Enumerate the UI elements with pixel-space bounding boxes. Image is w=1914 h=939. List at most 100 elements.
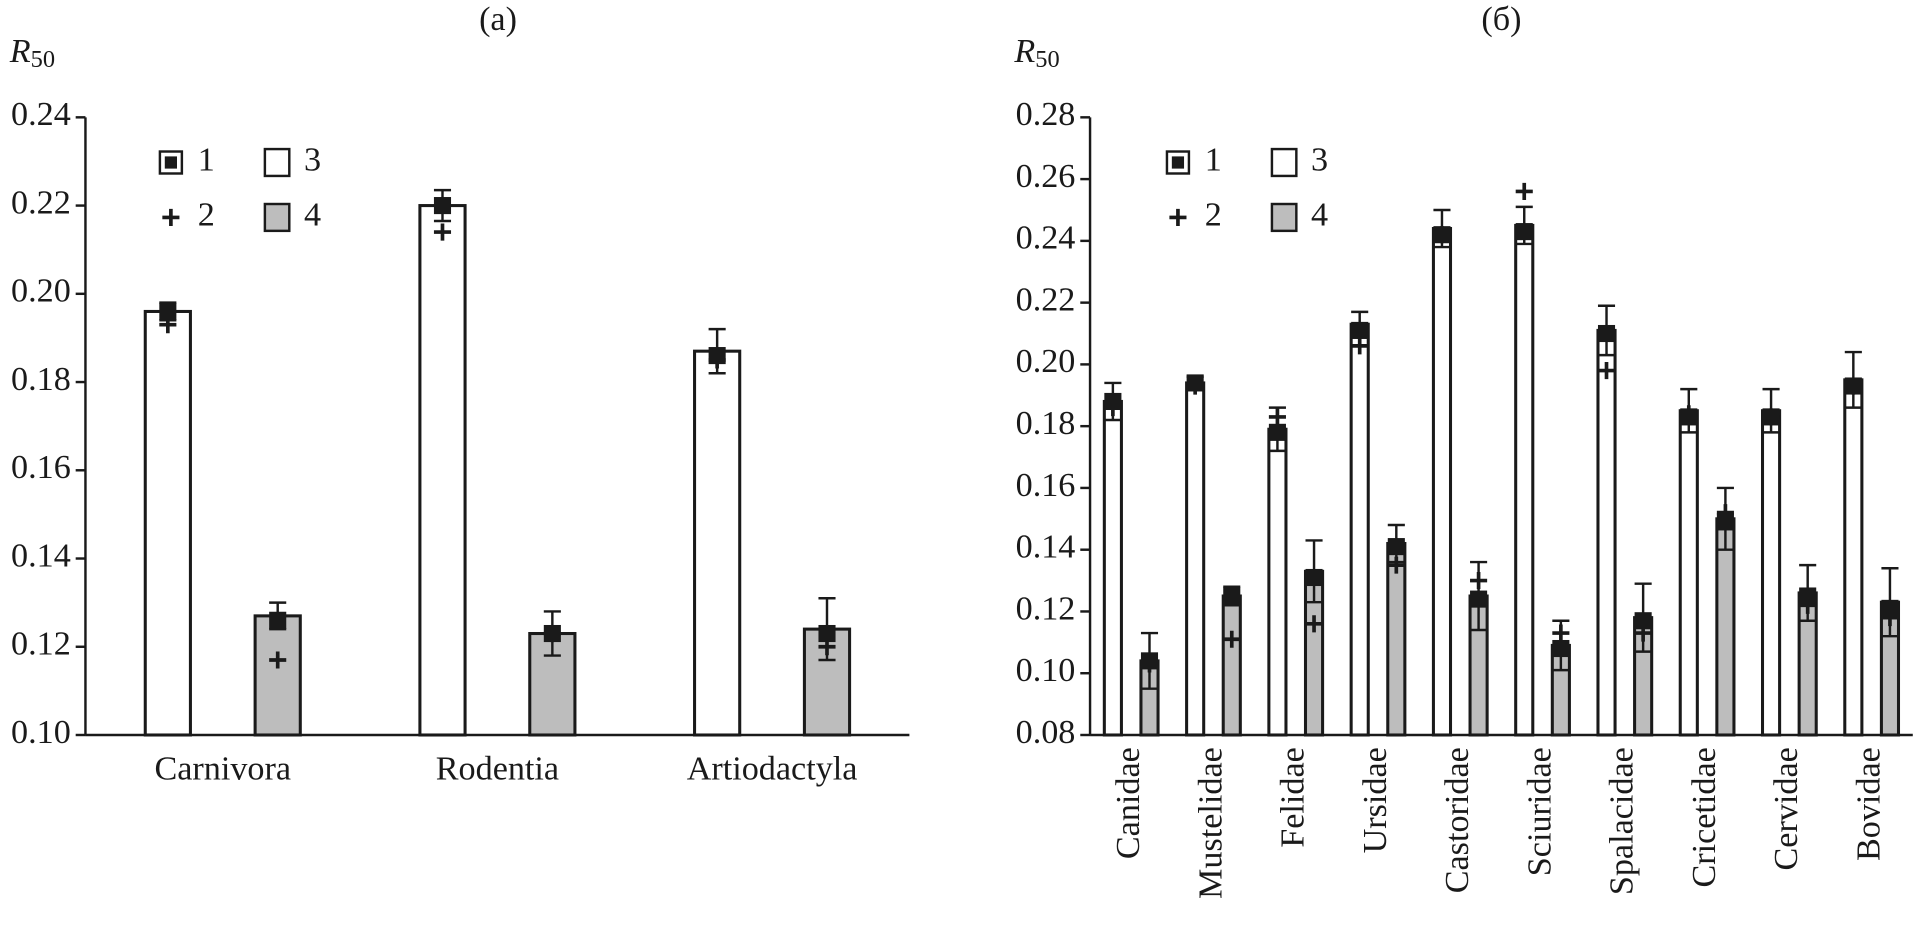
plus-marker — [1552, 624, 1570, 642]
y-tick-label: 0.22 — [1016, 281, 1076, 318]
y-tick-label: 0.26 — [1016, 158, 1076, 195]
legend-swatch — [1169, 208, 1187, 226]
bar — [1760, 409, 1782, 737]
x-tick-label: Castoridae — [1439, 747, 1476, 893]
legend-label: 4 — [304, 196, 321, 233]
x-tick-label: Canidae — [1110, 747, 1147, 859]
plus-marker — [1470, 572, 1488, 590]
square-marker — [1799, 587, 1817, 605]
legend-swatch — [263, 147, 291, 178]
x-tick-label: Sciuridae — [1521, 747, 1558, 876]
bar — [1221, 594, 1242, 737]
legend-swatch — [1270, 147, 1298, 178]
square-marker — [1515, 223, 1533, 241]
square-marker — [1268, 423, 1286, 441]
bar — [1431, 226, 1453, 737]
bar — [143, 309, 192, 737]
plus-marker — [1597, 362, 1616, 380]
y-tick-label: 0.24 — [1016, 220, 1076, 257]
x-tick-label: Spalacidae — [1604, 747, 1641, 895]
x-tick-label: Cervidae — [1768, 747, 1805, 870]
x-tick-label: Mustelidae — [1192, 747, 1229, 899]
x-tick-label: Bovidae — [1850, 747, 1887, 861]
panel-title: (a) — [479, 1, 517, 38]
square-marker — [543, 624, 561, 643]
y-axis-label: R50 — [9, 33, 55, 73]
square-marker — [433, 197, 452, 215]
square-marker — [1844, 377, 1862, 395]
bar — [1596, 328, 1617, 737]
y-label-symbol: R — [1013, 33, 1035, 70]
y-tick-label: 0.20 — [11, 273, 71, 310]
x-tick-label: Carnivora — [154, 750, 291, 787]
y-tick-label: 0.18 — [1016, 405, 1076, 442]
x-tick-label: Ursidae — [1357, 747, 1394, 853]
y-tick-label: 0.10 — [1016, 652, 1076, 689]
bar — [1843, 378, 1864, 737]
legend-label: 3 — [1311, 141, 1328, 178]
x-tick-label: Artiodactyla — [687, 750, 858, 787]
bar — [1678, 409, 1699, 737]
bar — [1514, 223, 1535, 737]
plus-marker — [269, 651, 287, 669]
bar — [1267, 427, 1288, 737]
y-tick-label: 0.16 — [11, 449, 71, 486]
square-marker — [1351, 321, 1369, 339]
square-marker — [708, 347, 726, 365]
bar — [418, 204, 467, 737]
y-axis-label: R50 — [1013, 33, 1059, 73]
bar — [1102, 399, 1123, 737]
plus-marker — [433, 223, 452, 241]
square-marker — [1387, 538, 1405, 556]
legend-swatch — [1270, 202, 1298, 233]
square-marker — [159, 302, 177, 321]
y-tick-label: 0.08 — [1016, 714, 1076, 751]
y-tick-label: 0.24 — [11, 96, 71, 133]
y-tick-label: 0.12 — [1016, 590, 1076, 627]
square-marker — [269, 611, 287, 629]
plus-marker — [1305, 615, 1323, 633]
legend-swatch — [263, 202, 291, 233]
square-marker — [1881, 599, 1899, 617]
plus-marker — [1351, 337, 1369, 355]
legend-label: 3 — [304, 141, 321, 178]
x-tick-label: Rodentia — [436, 750, 559, 787]
plus-marker — [1387, 556, 1405, 574]
y-tick-label: 0.18 — [11, 361, 71, 398]
legend-label: 2 — [198, 196, 215, 233]
y-tick-label: 0.14 — [1016, 529, 1076, 566]
bar — [1349, 322, 1370, 737]
square-marker — [1433, 226, 1451, 244]
square-marker — [1186, 374, 1204, 392]
y-tick-label: 0.14 — [11, 537, 71, 574]
y-label-subscript: 50 — [31, 46, 55, 73]
legend-label: 2 — [1205, 196, 1222, 233]
square-marker — [1552, 639, 1570, 658]
legend-label: 1 — [1205, 141, 1222, 178]
bar — [1715, 517, 1736, 737]
square-marker — [1470, 590, 1488, 608]
y-tick-label: 0.10 — [11, 714, 71, 751]
plus-marker — [1268, 408, 1286, 426]
square-marker — [1634, 612, 1652, 630]
panel-title: (б) — [1481, 1, 1521, 38]
x-tick-label: Cricetidae — [1686, 747, 1723, 887]
square-marker — [1597, 324, 1616, 343]
plus-marker — [1223, 630, 1241, 648]
y-tick-label: 0.28 — [1016, 96, 1076, 133]
square-marker — [1716, 513, 1734, 531]
y-tick-label: 0.12 — [11, 626, 71, 663]
x-tick-label: Felidae — [1275, 747, 1312, 848]
legend-swatch — [162, 208, 180, 226]
bar — [1185, 381, 1206, 737]
legend-swatch — [164, 156, 177, 169]
square-marker — [1762, 408, 1780, 426]
legend-swatch — [1171, 156, 1185, 169]
legend-label: 4 — [1311, 196, 1328, 233]
square-marker — [1680, 408, 1698, 426]
legend-label: 1 — [198, 141, 215, 178]
plus-marker — [1515, 182, 1533, 201]
square-marker — [1223, 587, 1241, 605]
y-tick-label: 0.22 — [11, 184, 71, 221]
